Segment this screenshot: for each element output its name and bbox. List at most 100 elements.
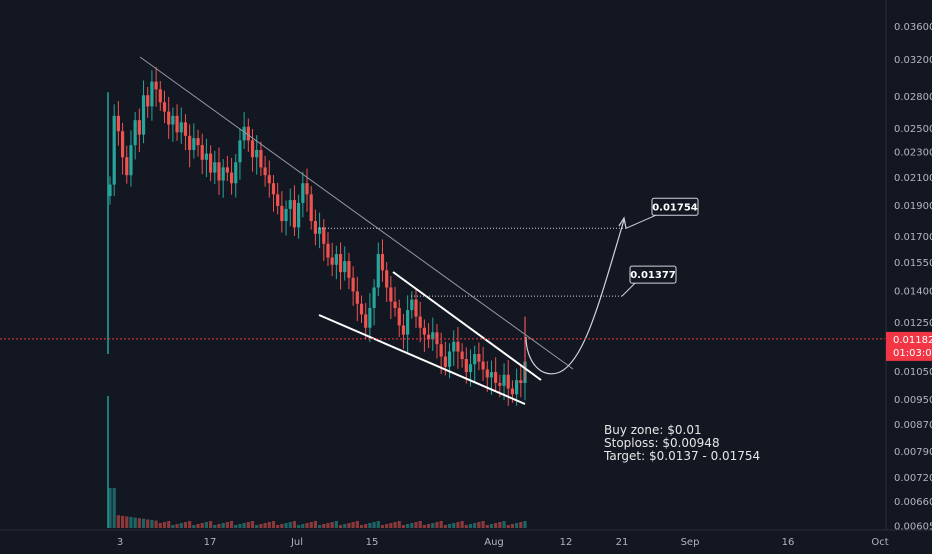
projection-arrowhead	[618, 216, 627, 229]
candle-body	[435, 332, 439, 345]
volume-bar	[120, 515, 125, 528]
volume-bar	[439, 521, 443, 528]
candle-body	[158, 89, 162, 103]
stoploss-text: Stoploss: $0.00948	[604, 436, 720, 450]
price-tick-label: 0.02500	[894, 124, 932, 135]
candle-body	[510, 388, 515, 395]
candle-body	[494, 372, 498, 383]
candle-body	[259, 149, 263, 168]
candle-body	[116, 115, 120, 132]
volume-bar	[397, 521, 401, 528]
candle-body	[183, 122, 188, 136]
candle-body	[133, 120, 137, 146]
candle-body	[255, 149, 259, 158]
volume-bar	[435, 522, 439, 528]
volume-bar	[334, 521, 338, 528]
volume-bar	[410, 523, 414, 528]
time-axis[interactable]: 3 17 Jul 15 Aug 12 21 Sep 16 Oct	[0, 529, 932, 548]
price-axis[interactable]: 0.03600 0.03200 0.02800 0.02500 0.02300 0.021…	[885, 0, 932, 533]
price-tick-label: 0.00950	[894, 395, 932, 406]
candle-body	[263, 167, 267, 176]
candle-body	[410, 299, 414, 311]
volume-bar	[464, 525, 468, 528]
volume-bar	[213, 525, 217, 528]
candle-body	[192, 138, 196, 150]
long-trend-line[interactable]	[139, 56, 574, 370]
price-tick-label: 0.01900	[894, 201, 932, 212]
candle-body	[359, 303, 364, 315]
volume-bar	[422, 525, 426, 528]
target-callout-box	[629, 265, 677, 284]
target-callout-label: 0.01754	[652, 202, 698, 213]
candle-body	[137, 120, 141, 135]
time-tick-label: Oct	[871, 537, 888, 548]
current-price-badge	[886, 331, 932, 361]
time-tick-label: Sep	[681, 537, 700, 548]
candle-body	[431, 332, 435, 340]
candle-body	[297, 202, 301, 228]
price-tick-label: 0.01550	[894, 258, 932, 269]
volume-bar	[150, 520, 154, 528]
volume-bar	[305, 523, 309, 528]
target-callout-label: 0.01377	[630, 270, 676, 281]
volume-bar	[452, 523, 456, 528]
candle-body	[351, 277, 355, 292]
volume-bar	[426, 524, 431, 528]
volume-bar	[221, 523, 225, 528]
candle-body	[120, 131, 125, 158]
buy-zone-text: Buy zone: $0.01	[604, 423, 702, 437]
volume-bar	[489, 524, 494, 528]
volume-bar	[255, 525, 259, 528]
candle-body	[234, 162, 238, 184]
volume-bar	[192, 525, 196, 528]
volume-bar	[401, 525, 406, 528]
candle-body	[338, 254, 343, 273]
candle-body	[229, 172, 234, 184]
candle-body	[141, 95, 146, 135]
candle-body	[280, 205, 284, 222]
volume-bar	[146, 519, 150, 528]
volume-bar	[376, 521, 380, 528]
candle-body	[167, 111, 171, 125]
candle-body	[162, 102, 167, 112]
volume-bar	[292, 521, 297, 528]
volume-bar	[359, 525, 364, 528]
target-callout-pointer	[625, 213, 659, 229]
volume-bar	[443, 525, 447, 528]
candle-body	[460, 351, 464, 360]
candle-body	[175, 115, 179, 133]
time-tick-label: 12	[560, 537, 573, 548]
price-tick-label: 0.00790	[894, 447, 932, 458]
projection-arrow[interactable]	[525, 219, 625, 375]
wedge-lower-line[interactable]	[318, 314, 526, 405]
target-text: Target: $0.0137 - 0.01754	[603, 449, 760, 463]
candle-body	[309, 194, 313, 222]
volume-bar	[225, 522, 229, 528]
wedge-upper-line[interactable]	[392, 271, 542, 381]
drawings[interactable]	[139, 56, 627, 405]
current-price-tag: 0.01182 01:03:06	[886, 331, 932, 361]
volume-bar	[158, 523, 162, 528]
price-tick-label: 0.01400	[894, 286, 932, 297]
volume-bar	[133, 517, 137, 528]
volume-bar	[385, 524, 389, 528]
candle-body	[288, 200, 292, 209]
candle-body	[489, 372, 494, 378]
candle-body	[372, 287, 376, 308]
candle-body	[209, 153, 213, 173]
candle-body	[246, 126, 250, 141]
candle-body	[238, 140, 242, 163]
candle-countdown: 01:03:06	[893, 348, 932, 359]
volume-bar	[137, 518, 141, 528]
volume-bar	[246, 522, 250, 528]
volume-bar	[175, 524, 179, 528]
volume-bar	[125, 516, 129, 528]
volume-bar	[141, 518, 146, 528]
candle-body	[385, 270, 389, 288]
candle-body	[250, 140, 255, 158]
candle-body	[154, 81, 158, 90]
candle-body	[188, 135, 192, 150]
